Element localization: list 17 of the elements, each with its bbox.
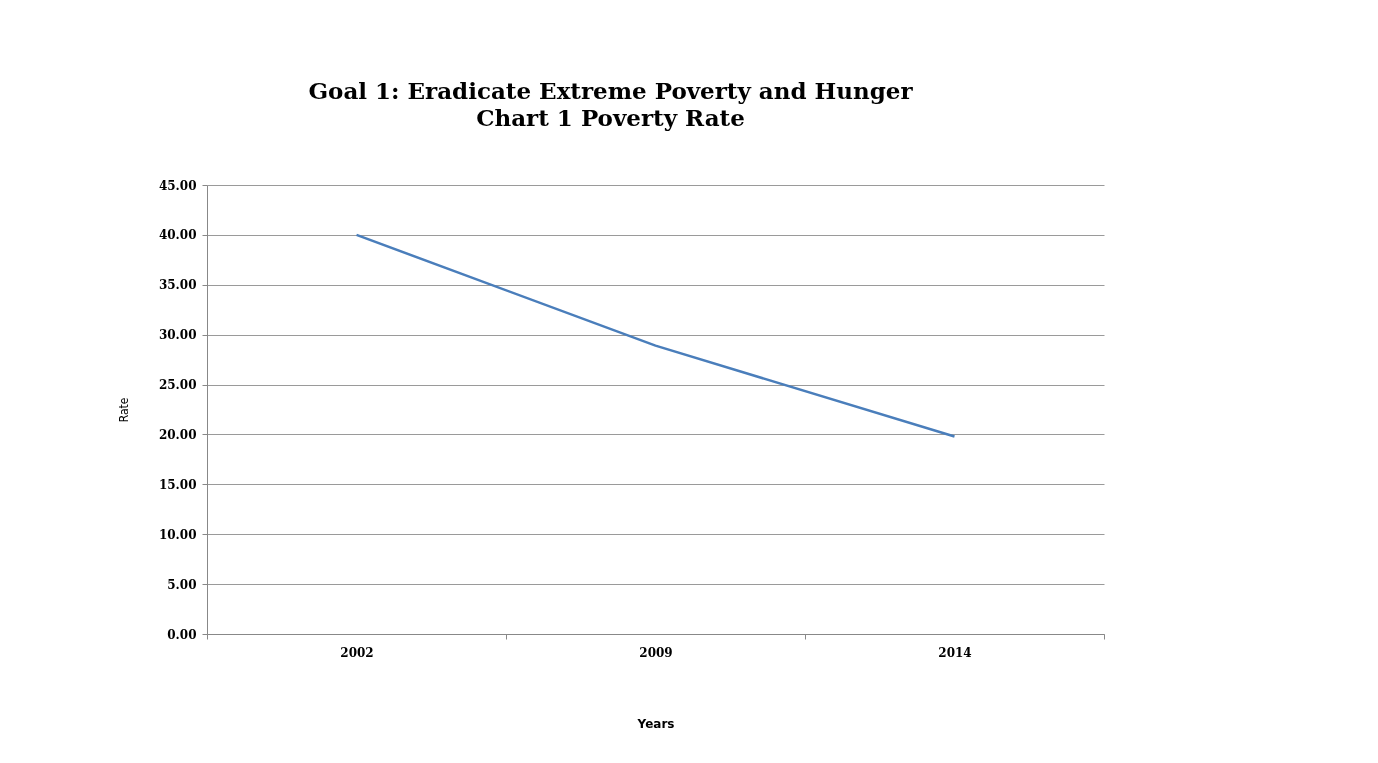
x-tick-label: 2002 [340, 645, 374, 660]
y-tick-label: 0.00 [167, 627, 197, 642]
y-tick-label: 15.00 [158, 477, 197, 492]
y-tick-label: 35.00 [158, 278, 197, 293]
x-tick-label: 2009 [639, 645, 673, 660]
y-tick-label: 10.00 [158, 527, 197, 542]
y-tick-label: 5.00 [167, 577, 197, 592]
y-tick-label: 40.00 [158, 228, 197, 243]
y-tick-label: 30.00 [158, 328, 197, 343]
chart-title: Goal 1: Eradicate Extreme Poverty and Hunger [308, 77, 914, 104]
y-axis-title: Rate [116, 397, 131, 423]
y-tick-label: 20.00 [158, 427, 197, 442]
y-tick-label: 45.00 [158, 178, 197, 193]
x-axis-title: Years [636, 716, 675, 731]
y-tick-label: 25.00 [158, 378, 197, 393]
chart-subtitle: Chart 1 Poverty Rate [476, 104, 745, 131]
x-tick-label: 2014 [938, 645, 972, 660]
